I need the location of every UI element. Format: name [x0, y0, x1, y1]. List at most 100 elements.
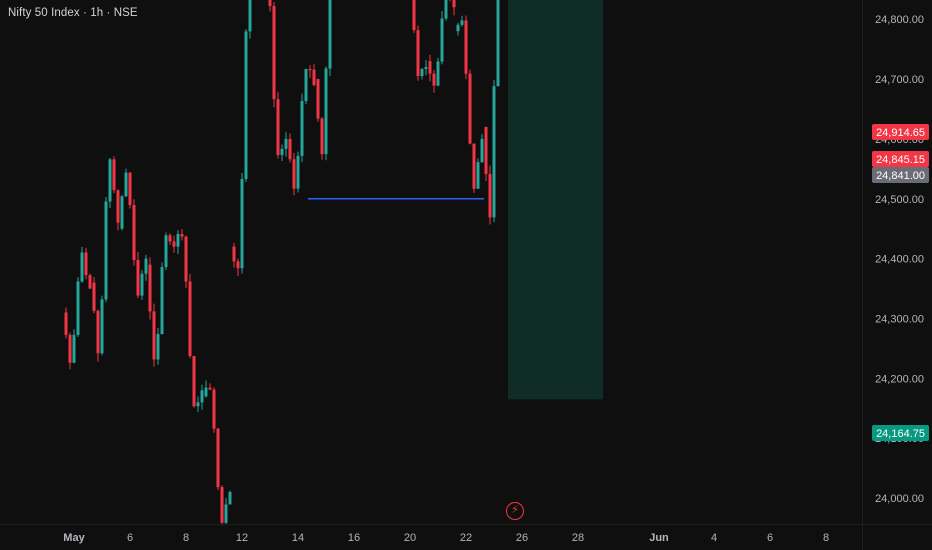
time-axis-label: 8 — [183, 532, 189, 544]
price-axis-label: 24,500.00 — [875, 194, 924, 206]
time-axis-label: May — [63, 532, 85, 544]
candle-body — [176, 234, 180, 247]
price-axis-label: 24,400.00 — [875, 254, 924, 266]
candle-body — [152, 311, 156, 360]
candle-body — [280, 148, 284, 156]
candle-body — [128, 172, 132, 206]
candle-body — [316, 79, 320, 119]
candle-body — [472, 143, 476, 189]
candle-body — [228, 492, 232, 505]
candle-body — [208, 387, 212, 390]
time-axis-label: 6 — [767, 532, 773, 544]
candle-body — [304, 69, 308, 102]
time-scale-divider — [0, 524, 932, 525]
time-axis-label: 4 — [711, 532, 717, 544]
candle-body — [136, 260, 140, 296]
candle-body — [428, 61, 432, 74]
current-price-badge — [872, 151, 929, 167]
candle-body — [72, 334, 76, 363]
candle-body — [476, 162, 480, 189]
price-scale-divider — [862, 0, 863, 550]
candle-body — [124, 172, 128, 197]
price-axis-label: 24,200.00 — [875, 373, 924, 385]
candle-body — [452, 0, 456, 8]
candle-body — [68, 334, 72, 363]
price-axis-label: 24,000.00 — [875, 493, 924, 505]
time-axis-label: 26 — [516, 532, 528, 544]
candle-body — [196, 402, 200, 407]
time-axis-label: 28 — [572, 532, 584, 544]
candle-body — [192, 356, 196, 407]
candle-body — [480, 138, 484, 163]
candle-body — [276, 99, 280, 156]
price-axis-label: 24,800.00 — [875, 14, 924, 26]
candle-body — [240, 179, 244, 269]
candle-body — [84, 252, 88, 276]
candle-body — [244, 31, 248, 180]
time-axis-label: 16 — [348, 532, 360, 544]
candle-body — [120, 196, 124, 229]
candle-body — [416, 30, 420, 77]
candle-body — [296, 155, 300, 189]
entry-price-label: 24,841.00 — [876, 170, 925, 182]
candle-body — [80, 252, 84, 282]
lightning-icon[interactable]: ⚡ — [506, 502, 524, 520]
candle-body — [432, 73, 436, 86]
candle-body — [420, 69, 424, 77]
candle-body — [112, 159, 116, 191]
candle-body — [248, 0, 252, 32]
candle-body — [424, 67, 428, 70]
candle-body — [292, 159, 296, 189]
time-axis-label: 8 — [823, 532, 829, 544]
candle-body — [180, 234, 184, 237]
time-axis-label: 12 — [236, 532, 248, 544]
candle-body — [160, 267, 164, 335]
candle-body — [164, 235, 168, 268]
candle-body — [220, 487, 224, 523]
candle-body — [100, 299, 104, 354]
candle-body — [188, 281, 192, 357]
candle-body — [312, 69, 316, 86]
stop-price-badge — [872, 124, 929, 140]
candle-body — [488, 173, 492, 218]
candle-body — [156, 334, 160, 360]
candle-body — [232, 246, 236, 262]
symbol-title[interactable]: Nifty 50 Index · 1h · NSE — [8, 7, 138, 19]
candle-body — [148, 264, 152, 312]
candle-body — [172, 241, 176, 247]
candle-body — [184, 236, 188, 282]
candle-body — [92, 282, 96, 311]
candle-body — [204, 387, 208, 397]
candle-body — [284, 138, 288, 149]
candle-body — [496, 0, 500, 87]
candle-body — [168, 235, 172, 242]
candle-body — [104, 201, 108, 300]
candle-body — [144, 258, 148, 274]
candle-body — [132, 205, 136, 261]
current-price-label: 24,845.15 — [876, 154, 925, 166]
candle-body — [224, 504, 228, 523]
target-price-label: 24,164.75 — [876, 428, 925, 440]
time-axis-label: 6 — [127, 532, 133, 544]
time-axis-label: Jun — [649, 532, 669, 544]
candle-body — [236, 261, 240, 269]
candle-body — [324, 68, 328, 155]
stop-price-label: 24,914.65 — [876, 127, 925, 139]
time-axis-label: 14 — [292, 532, 304, 544]
candle-body — [444, 0, 448, 19]
candle-body — [440, 18, 444, 62]
candle-body — [216, 428, 220, 488]
candle-body — [464, 20, 468, 74]
price-axis-label: 24,700.00 — [875, 74, 924, 86]
candle-body — [88, 275, 92, 289]
candle-body — [76, 281, 80, 335]
candle-body — [200, 390, 204, 403]
candle-body — [456, 24, 460, 32]
price-axis-label: 24,300.00 — [875, 313, 924, 325]
candle-body — [116, 190, 120, 223]
candle-body — [436, 61, 440, 86]
target-zone — [508, 0, 603, 400]
candle-body — [288, 138, 292, 160]
